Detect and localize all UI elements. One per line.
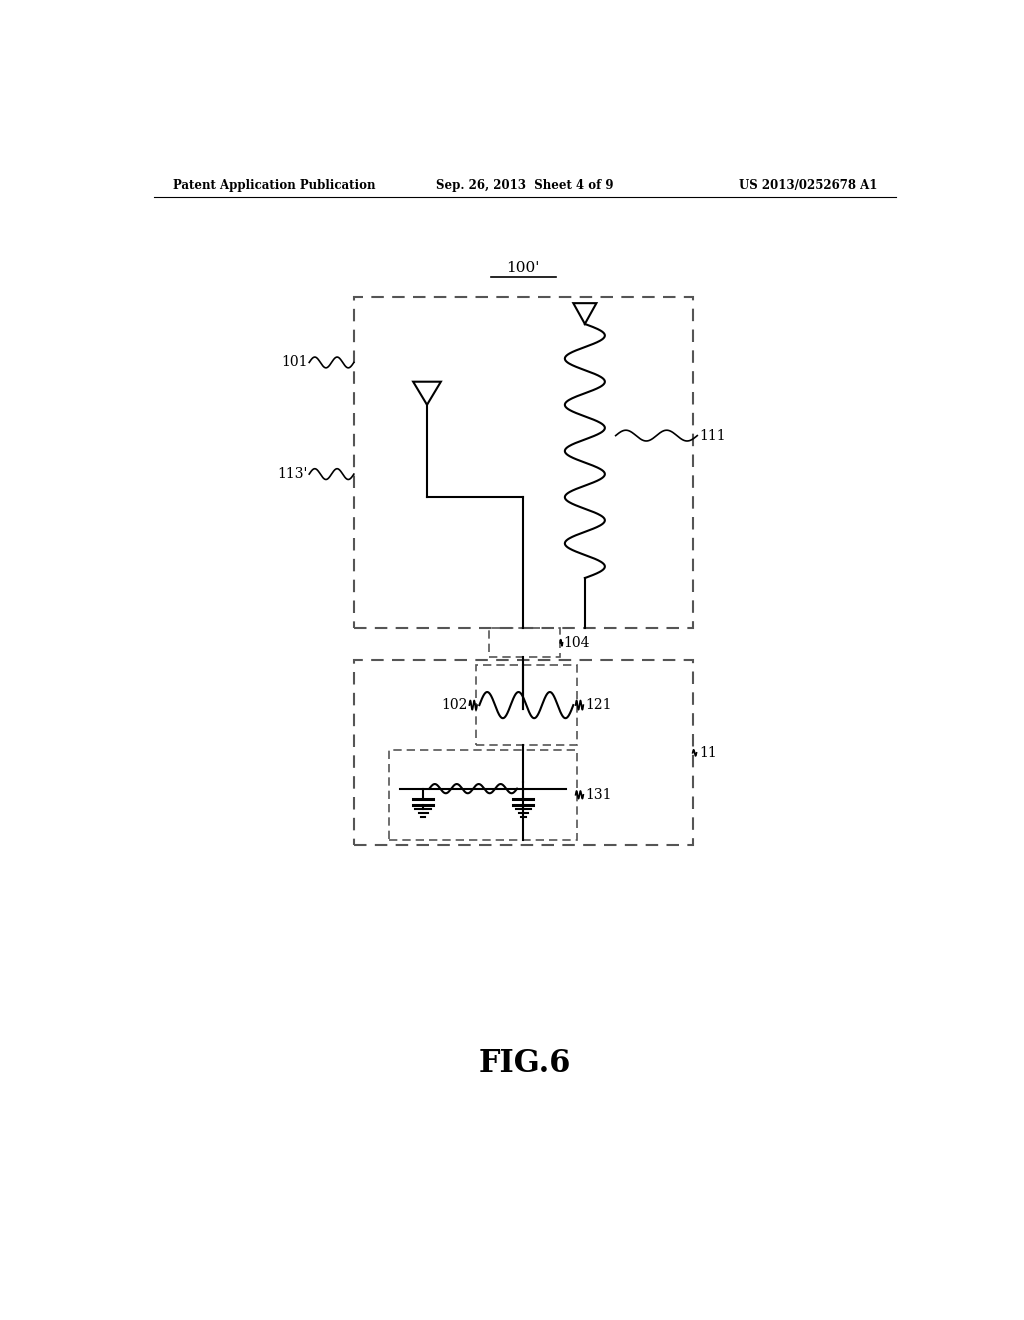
- Text: 100': 100': [507, 261, 540, 276]
- Text: 104: 104: [563, 636, 590, 649]
- Text: Sep. 26, 2013  Sheet 4 of 9: Sep. 26, 2013 Sheet 4 of 9: [436, 178, 613, 191]
- Text: FIG.6: FIG.6: [478, 1048, 571, 1078]
- Text: 113': 113': [278, 467, 307, 480]
- Text: 102: 102: [441, 698, 468, 711]
- Text: 11: 11: [698, 746, 717, 760]
- Text: 101: 101: [282, 355, 307, 370]
- Text: 131: 131: [585, 788, 611, 801]
- Text: 111: 111: [698, 429, 725, 442]
- Text: US 2013/0252678 A1: US 2013/0252678 A1: [739, 178, 878, 191]
- Text: Patent Application Publication: Patent Application Publication: [173, 178, 376, 191]
- Text: 121: 121: [585, 698, 611, 711]
